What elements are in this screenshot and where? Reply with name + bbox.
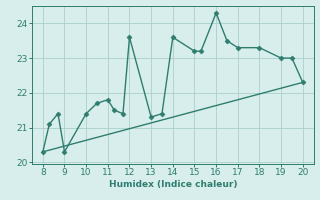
X-axis label: Humidex (Indice chaleur): Humidex (Indice chaleur) [108,180,237,189]
